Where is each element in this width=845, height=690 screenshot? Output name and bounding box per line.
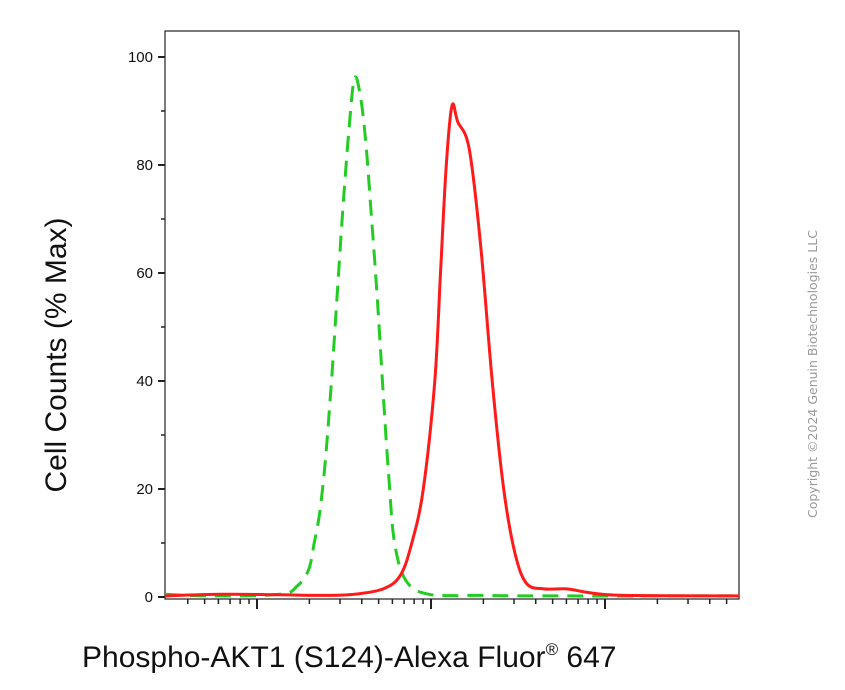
x-axis-label-tail: 647 <box>558 641 617 674</box>
y-tick-label: 80 <box>136 157 153 174</box>
y-tick-label: 0 <box>145 589 153 606</box>
y-tick-label: 40 <box>136 373 153 390</box>
y-axis: 0 20 40 60 80 100 <box>128 49 165 606</box>
x-axis-label-main: Phospho-AKT1 (S124)-Alexa Fluor <box>82 641 546 674</box>
sample-curve <box>164 102 740 598</box>
registered-mark: ® <box>545 640 559 659</box>
isotype-control-curve <box>164 75 740 598</box>
y-tick-label: 100 <box>128 49 153 66</box>
series-layer <box>164 75 740 598</box>
x-axis <box>187 599 728 609</box>
x-axis-label: Phospho-AKT1 (S124)-Alexa Fluor® 647 <box>82 640 822 675</box>
y-tick-label: 60 <box>136 265 153 282</box>
plot-border <box>164 30 740 600</box>
y-axis-label: Cell Counts (% Max) <box>40 217 73 492</box>
plot-frame <box>164 30 740 600</box>
y-tick-label: 20 <box>136 481 153 498</box>
copyright-text: Copyright ©2024 Genuin Biotechnologies L… <box>805 230 820 518</box>
